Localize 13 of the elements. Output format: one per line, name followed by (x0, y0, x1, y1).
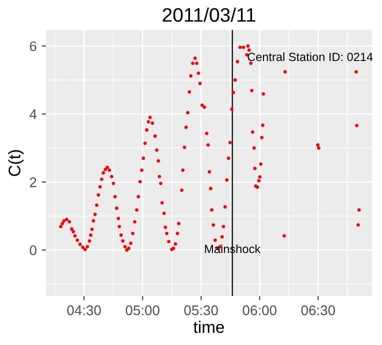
chart-title: 2011/03/11 (162, 8, 256, 22)
y-tick-label: 0 (30, 245, 36, 256)
x-tick-label: 06:30 (301, 305, 335, 316)
x-tick-label: 05:30 (184, 305, 218, 316)
y-axis-title: C(t) (8, 150, 24, 176)
y-tick-label: 6 (30, 41, 36, 52)
x-axis-title: time (194, 320, 224, 333)
x-tick-label: 04:30 (67, 305, 101, 316)
y-tick-label: 4 (30, 109, 37, 120)
x-tick-label: 06:00 (242, 305, 276, 316)
x-tick-label: 05:00 (126, 305, 160, 316)
y-tick-label: 2 (30, 177, 36, 188)
annotation: Central Station ID: 0214 (248, 52, 373, 62)
